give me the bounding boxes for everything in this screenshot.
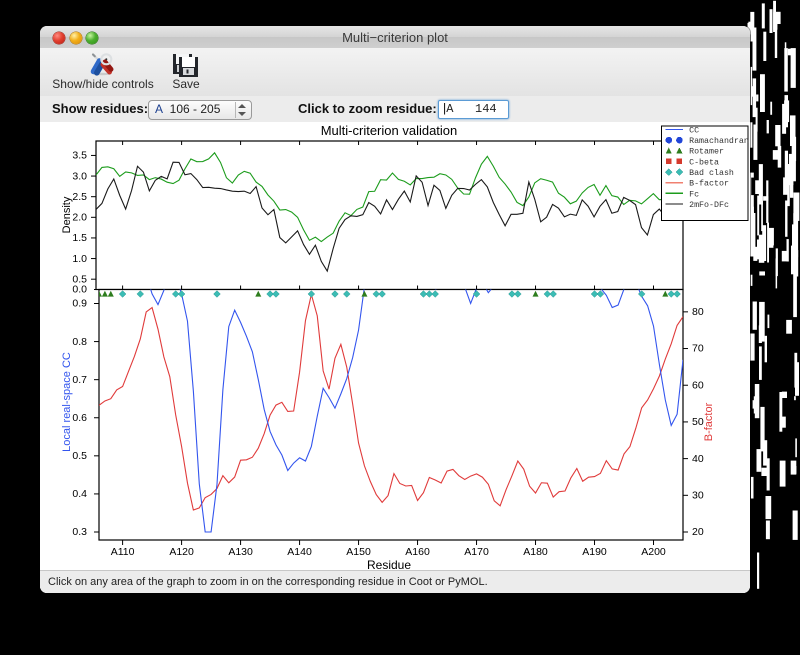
svg-text:2.0: 2.0 [72,212,87,224]
svg-text:0.3: 0.3 [72,526,87,538]
svg-text:A110: A110 [111,546,135,558]
svg-text:1.5: 1.5 [72,232,87,244]
svg-text:0.0: 0.0 [72,284,87,296]
svg-text:Fc: Fc [689,190,699,199]
svg-text:70: 70 [692,343,704,355]
svg-text:0.9: 0.9 [72,298,87,310]
svg-text:2.5: 2.5 [72,191,87,203]
svg-text:1.0: 1.0 [72,253,87,265]
svg-text:C-beta: C-beta [689,157,719,167]
svg-text:A200: A200 [641,546,666,558]
svg-text:A140: A140 [287,546,312,558]
svg-text:A180: A180 [523,546,548,558]
svg-text:3.0: 3.0 [72,170,87,182]
svg-text:Density: Density [61,196,73,233]
svg-text:B-factor: B-factor [703,402,715,441]
svg-text:2mFo-DFc: 2mFo-DFc [689,201,729,210]
svg-text:3.5: 3.5 [72,150,87,162]
svg-text:Rotamer: Rotamer [689,148,724,157]
svg-text:0.4: 0.4 [72,488,87,500]
svg-text:0.6: 0.6 [72,412,87,424]
svg-text:Multi-criterion validation: Multi-criterion validation [321,123,458,138]
svg-text:B-factor: B-factor [689,179,729,189]
svg-text:A150: A150 [346,546,371,558]
svg-text:A130: A130 [228,546,253,558]
svg-text:40: 40 [692,453,704,465]
svg-text:60: 60 [692,379,704,391]
svg-text:A190: A190 [582,546,607,558]
svg-text:CC: CC [689,126,699,135]
svg-text:Ramachandran: Ramachandran [689,136,749,146]
svg-text:A170: A170 [464,546,489,558]
svg-text:A120: A120 [169,546,194,558]
svg-text:30: 30 [692,490,704,502]
svg-text:0.7: 0.7 [72,374,87,386]
svg-text:Local real-space CC: Local real-space CC [61,352,73,452]
svg-text:0.8: 0.8 [72,336,87,348]
svg-text:20: 20 [692,526,704,538]
svg-text:Bad clash: Bad clash [689,168,734,178]
svg-text:80: 80 [692,306,704,318]
svg-text:0.5: 0.5 [72,450,87,462]
svg-text:A160: A160 [405,546,430,558]
